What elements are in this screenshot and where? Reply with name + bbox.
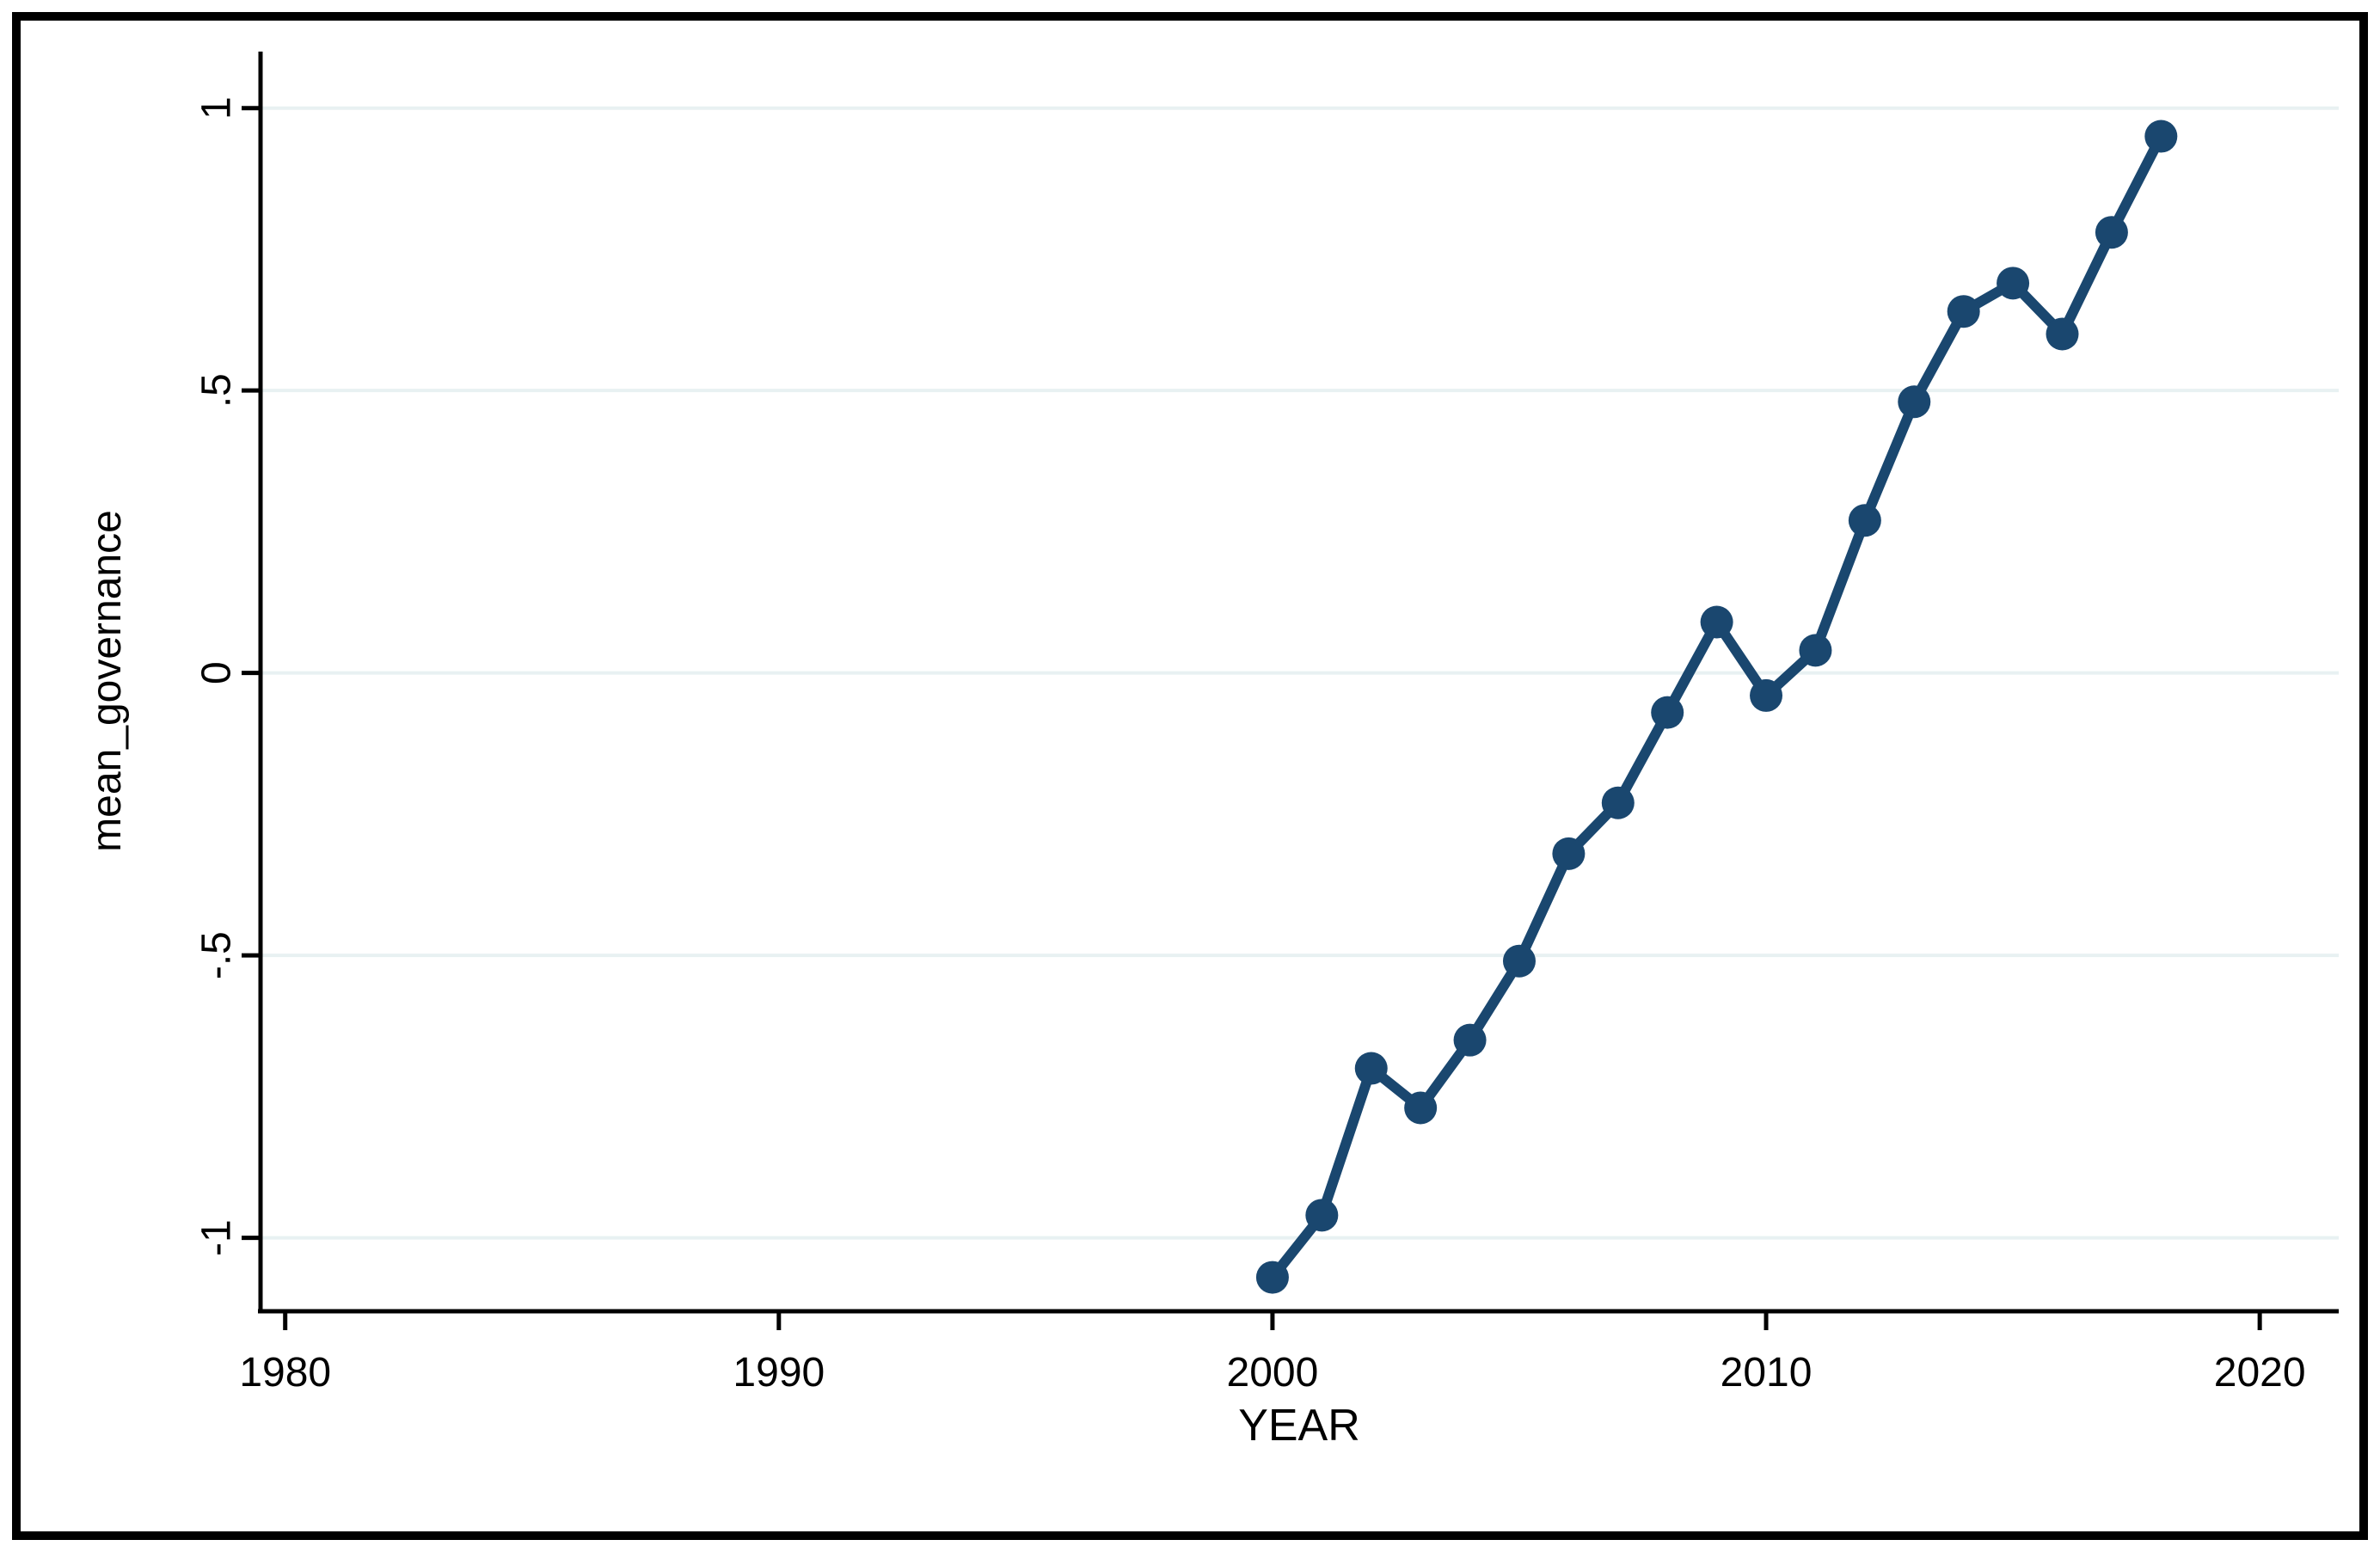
data-point-2003 — [1404, 1091, 1438, 1125]
y-axis-title: mean_governance — [84, 510, 130, 852]
data-point-2012 — [1848, 504, 1881, 537]
x-tick-label: 2020 — [2214, 1350, 2306, 1396]
x-axis-ticks — [283, 1311, 2262, 1330]
data-point-2006 — [1552, 837, 1586, 870]
y-tick-label: 1 — [194, 96, 240, 120]
data-point-2009 — [1700, 605, 1733, 639]
y-tick-label: 0 — [194, 661, 240, 684]
data-point-2007 — [1601, 786, 1635, 819]
data-point-2013 — [1898, 385, 1931, 419]
x-axis-title: YEAR — [1238, 1401, 1360, 1451]
data-point-2018 — [2144, 120, 2178, 153]
data-point-2005 — [1502, 944, 1536, 978]
series-markers — [1255, 120, 2178, 1294]
y-axis-tick-labels: -1 -.5 0 .5 1 — [194, 96, 240, 1256]
y-tick-label: -1 — [194, 1219, 240, 1256]
figure-border — [12, 12, 2368, 1540]
x-axis-tick-labels: 1980 1990 2000 2010 2020 — [239, 1350, 2305, 1396]
data-point-2016 — [2046, 317, 2079, 351]
data-point-2014 — [1947, 295, 1980, 328]
x-tick-label: 2010 — [1721, 1350, 1813, 1396]
data-point-2011 — [1799, 634, 1832, 667]
data-point-2008 — [1651, 696, 1684, 729]
x-tick-label: 2000 — [1227, 1350, 1319, 1396]
data-point-2004 — [1453, 1023, 1487, 1057]
y-tick-label: -.5 — [194, 931, 240, 979]
y-axis-ticks — [242, 106, 261, 1241]
gridlines — [261, 106, 2339, 1240]
x-tick-label: 1980 — [239, 1350, 331, 1396]
data-point-2017 — [2095, 216, 2128, 249]
y-tick-label: .5 — [194, 373, 240, 408]
data-point-2000 — [1255, 1261, 1289, 1294]
data-point-2010 — [1750, 678, 1783, 712]
data-point-2015 — [1997, 267, 2030, 300]
x-tick-label: 1990 — [733, 1350, 825, 1396]
data-point-2001 — [1305, 1199, 1339, 1232]
data-point-2002 — [1354, 1052, 1388, 1085]
